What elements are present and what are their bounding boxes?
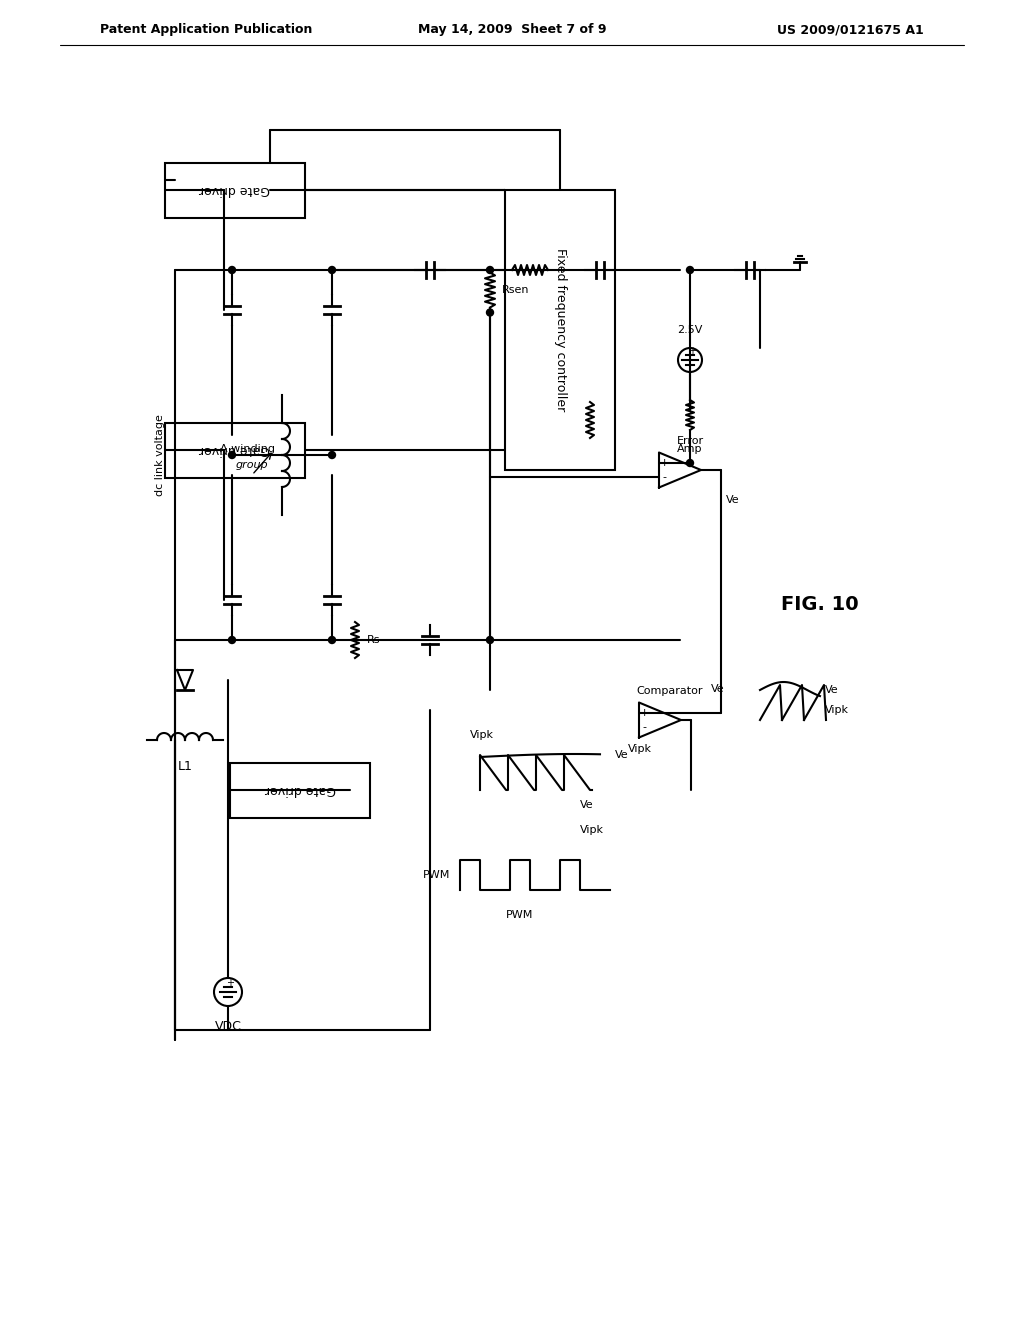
Text: Ve: Ve <box>580 800 594 810</box>
Text: Ve: Ve <box>726 495 739 506</box>
Text: VDC: VDC <box>215 1020 242 1034</box>
Circle shape <box>228 636 236 644</box>
Bar <box>165 422 305 478</box>
Circle shape <box>486 309 494 315</box>
Circle shape <box>329 267 336 273</box>
Text: May 14, 2009  Sheet 7 of 9: May 14, 2009 Sheet 7 of 9 <box>418 24 606 37</box>
Circle shape <box>329 451 336 458</box>
Text: Rs: Rs <box>367 635 381 645</box>
Circle shape <box>486 636 494 644</box>
Text: -: - <box>642 722 646 733</box>
Bar <box>505 190 615 470</box>
Text: L1: L1 <box>177 760 193 774</box>
Text: Vipk: Vipk <box>470 730 494 741</box>
Text: Error: Error <box>677 436 703 446</box>
Text: Gate driver: Gate driver <box>200 444 270 457</box>
Circle shape <box>329 636 336 644</box>
Bar <box>230 763 370 817</box>
Circle shape <box>686 459 693 466</box>
Circle shape <box>228 451 236 458</box>
Text: Vipk: Vipk <box>580 825 604 836</box>
Text: FIG. 10: FIG. 10 <box>781 595 859 615</box>
Polygon shape <box>177 671 193 690</box>
Text: +: + <box>659 458 669 469</box>
Text: Fixed frequency controller: Fixed frequency controller <box>554 248 566 412</box>
Text: Amp: Amp <box>677 445 702 454</box>
Text: 2.5V: 2.5V <box>677 325 702 335</box>
Text: Patent Application Publication: Patent Application Publication <box>100 24 312 37</box>
Text: dc link voltage: dc link voltage <box>155 414 165 496</box>
Text: Gate driver: Gate driver <box>264 784 336 796</box>
Text: PWM: PWM <box>423 870 450 880</box>
Circle shape <box>686 267 693 273</box>
Text: PWM: PWM <box>506 909 534 920</box>
Text: Rsen: Rsen <box>502 285 529 294</box>
Text: Comparator: Comparator <box>637 685 703 696</box>
Text: Vipk: Vipk <box>628 743 652 754</box>
Text: Ve: Ve <box>711 685 725 694</box>
Text: A winding: A winding <box>219 445 274 466</box>
Text: +: + <box>688 346 696 356</box>
Polygon shape <box>659 453 701 487</box>
Text: US 2009/0121675 A1: US 2009/0121675 A1 <box>777 24 924 37</box>
Text: Ve: Ve <box>825 685 839 696</box>
Polygon shape <box>639 702 681 738</box>
Text: +: + <box>640 708 649 718</box>
Text: Gate driver: Gate driver <box>200 183 270 197</box>
Circle shape <box>228 267 236 273</box>
Text: group: group <box>236 459 268 470</box>
Bar <box>165 162 305 218</box>
Text: Ve: Ve <box>615 750 629 760</box>
Text: -: - <box>663 473 667 482</box>
Text: +: + <box>226 978 234 987</box>
Circle shape <box>486 267 494 273</box>
Text: Vipk: Vipk <box>825 705 849 715</box>
